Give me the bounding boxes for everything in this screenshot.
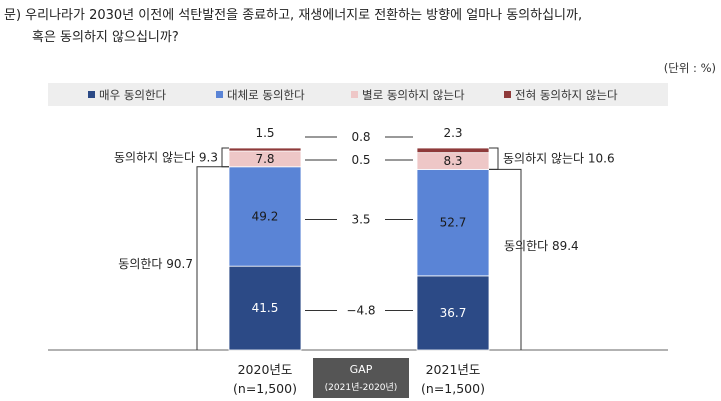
gap-box bbox=[313, 358, 409, 398]
data-label: 2.3 bbox=[443, 126, 462, 140]
legend: 매우 동의한다 대체로 동의한다 별로 동의하지 않는다 전혀 동의하지 않는다 bbox=[88, 88, 618, 102]
agree-bracket bbox=[489, 168, 522, 350]
legend-swatch bbox=[504, 91, 511, 98]
data-label: 41.5 bbox=[252, 301, 279, 315]
data-label: 8.3 bbox=[443, 154, 462, 168]
gap-box-title: GAP bbox=[350, 363, 373, 376]
agree-total: 동의한다 89.4 bbox=[504, 239, 579, 253]
data-label: 7.8 bbox=[255, 152, 274, 166]
category-note: (n=1,500) bbox=[421, 381, 485, 396]
gap-value: 0.8 bbox=[351, 130, 370, 144]
unit-label: (단위 : %) bbox=[664, 61, 716, 75]
bar-segment bbox=[416, 169, 490, 277]
gap-value: 0.5 bbox=[351, 153, 370, 167]
disagree-total: 동의하지 않는다 9.3 bbox=[114, 150, 218, 164]
category-labels: 2020년도 (n=1,500) 2021년도 (n=1,500) bbox=[233, 362, 485, 396]
legend-swatch bbox=[216, 91, 223, 98]
disagree-total: 동의하지 않는다 10.6 bbox=[503, 152, 615, 166]
agree-bracket bbox=[196, 166, 229, 350]
gap-box-subtitle: (2021년-2020년) bbox=[325, 382, 398, 393]
category-label: 2021년도 bbox=[426, 362, 481, 377]
agree-total: 동의한다 90.7 bbox=[118, 257, 193, 271]
legend-label: 매우 동의한다 bbox=[99, 88, 167, 102]
bar-segment bbox=[228, 265, 302, 351]
bar-segment bbox=[416, 275, 490, 351]
bars: 41.5 36.7 49.2 52.7 7.8 8.3 1.5 2.3 bbox=[228, 126, 490, 351]
legend-swatch bbox=[88, 91, 95, 98]
question-line-2: 혹은 동의하지 않으십니까? bbox=[32, 30, 179, 45]
category-label: 2020년도 bbox=[238, 362, 293, 377]
data-label: 1.5 bbox=[255, 126, 274, 140]
legend-label: 전혀 동의하지 않는다 bbox=[515, 88, 618, 102]
data-label: 36.7 bbox=[440, 306, 467, 320]
summary-brackets: 동의하지 않는다 9.3 동의한다 90.7 동의하지 않는다 10.6 동의한다 8… bbox=[114, 147, 615, 350]
gap-value: −4.8 bbox=[346, 304, 375, 318]
data-label: 52.7 bbox=[440, 216, 467, 230]
legend-label: 별로 동의하지 않는다 bbox=[362, 88, 465, 102]
legend-swatch bbox=[351, 91, 358, 98]
gap-connectors: −4.8 3.5 0.5 0.8 bbox=[305, 130, 413, 318]
bar-segment bbox=[416, 147, 490, 154]
bar-segment bbox=[228, 166, 302, 267]
category-note: (n=1,500) bbox=[233, 381, 297, 396]
disagree-bracket bbox=[489, 147, 499, 170]
question-line-1: 문) 우리나라가 2030년 이전에 석탄발전을 종료하고, 재생에너지로 전환… bbox=[4, 8, 582, 23]
gap-value: 3.5 bbox=[351, 213, 370, 227]
disagree-bracket bbox=[221, 147, 229, 168]
data-label: 49.2 bbox=[252, 209, 279, 223]
legend-label: 대체로 동의한다 bbox=[227, 88, 305, 102]
bar-segment bbox=[228, 147, 302, 152]
